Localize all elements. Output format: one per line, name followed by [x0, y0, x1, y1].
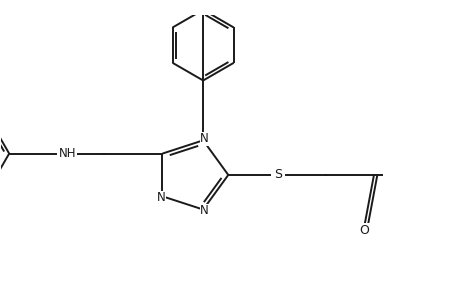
Text: N: N	[157, 191, 165, 204]
Text: O: O	[358, 224, 368, 237]
Text: N: N	[200, 132, 208, 146]
Text: N: N	[200, 205, 208, 218]
Text: S: S	[274, 168, 281, 182]
Text: NH: NH	[58, 147, 76, 160]
